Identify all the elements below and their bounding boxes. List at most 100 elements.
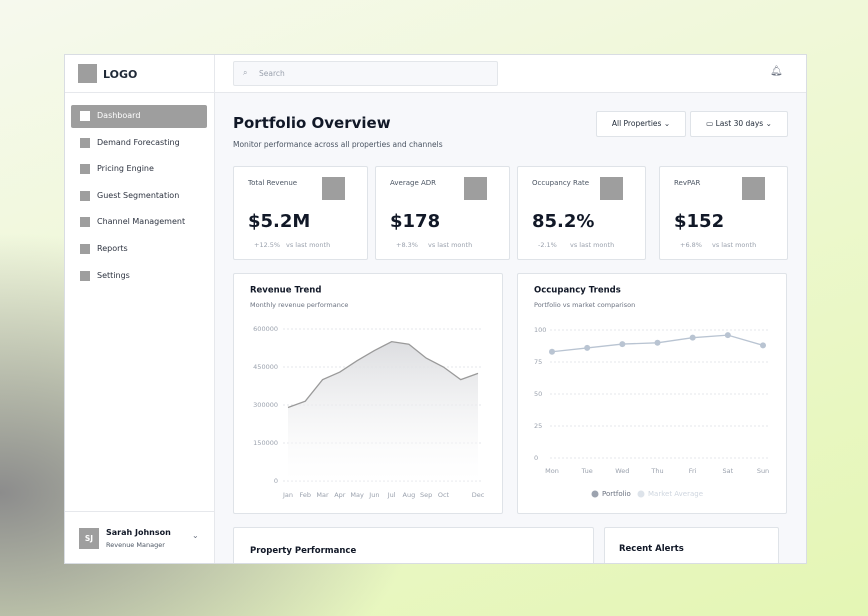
- area-fill: [288, 341, 478, 481]
- data-point: [619, 341, 626, 348]
- legend-swatch: [591, 490, 599, 498]
- logo-mark: [78, 64, 97, 83]
- x-tick-label: Mon: [545, 467, 559, 475]
- kpi-icon: [464, 177, 487, 200]
- nav-item[interactable]: Channel Management: [71, 211, 207, 234]
- y-tick-label: 75: [534, 358, 542, 366]
- y-tick-label: 0: [274, 477, 278, 485]
- divider: [65, 92, 214, 93]
- y-tick-label: 100: [534, 326, 546, 334]
- kpi-change: +8.3%: [396, 241, 418, 249]
- data-point: [654, 339, 661, 346]
- data-point: [584, 344, 591, 351]
- kpi-comparison: vs last month: [286, 241, 331, 249]
- nav-item[interactable]: Dashboard: [71, 105, 207, 128]
- chart-subtitle: Monthly revenue performance: [250, 301, 348, 309]
- x-tick-label: Tue: [581, 467, 593, 475]
- legend-label: Portfolio: [602, 490, 631, 498]
- y-tick-label: 150000: [253, 439, 278, 447]
- nav-label: Demand Forecasting: [97, 137, 180, 147]
- filter-label: Last 30 days: [715, 119, 764, 128]
- kpi-value: 85.2%: [532, 211, 595, 232]
- nav-label: Guest Segmentation: [97, 190, 180, 200]
- x-tick-label: Oct: [438, 491, 450, 499]
- x-tick-label: Sun: [757, 467, 769, 475]
- search-box[interactable]: ⌕ Search: [233, 61, 498, 86]
- kpi-icon: [600, 177, 623, 200]
- nav-label: Pricing Engine: [97, 164, 154, 174]
- x-tick-label: Wed: [615, 467, 629, 475]
- kpi-icon: [322, 177, 345, 200]
- kpi-value: $152: [674, 211, 725, 232]
- user-menu-chevron[interactable]: ⌄: [192, 531, 199, 540]
- kpi-label: Average ADR: [390, 179, 437, 187]
- y-tick-label: 25: [534, 422, 542, 430]
- filter-properties[interactable]: All Properties ⌄: [596, 111, 686, 137]
- avatar: SJ: [79, 528, 99, 549]
- kpi-value: $5.2M: [248, 211, 311, 232]
- filter-date[interactable]: ▭ Last 30 days ⌄: [690, 111, 788, 137]
- kpi-label: Total Revenue: [248, 179, 298, 187]
- page-subtitle: Monitor performance across all propertie…: [233, 140, 443, 149]
- y-tick-label: 450000: [253, 363, 278, 371]
- user-role: Revenue Manager: [106, 541, 165, 549]
- x-tick-label: Jan: [282, 491, 293, 499]
- data-point: [689, 334, 696, 341]
- x-tick-label: May: [350, 491, 364, 499]
- x-tick-label: Jun: [368, 491, 379, 499]
- x-tick-label: Jul: [387, 491, 396, 499]
- x-tick-label: Aug: [403, 491, 416, 499]
- x-tick-label: Apr: [334, 491, 346, 499]
- y-tick-label: 600000: [253, 325, 278, 333]
- data-point: [760, 342, 766, 349]
- kpi-value: $178: [390, 211, 441, 232]
- x-tick-label: Fri: [689, 467, 697, 475]
- data-point: [549, 348, 555, 355]
- topbar: ⌕ Search 🔔︎: [215, 55, 806, 93]
- section-title: Property Performance: [250, 546, 357, 556]
- kpi-card: Occupancy Rate 85.2% -2.1% vs last month: [517, 166, 646, 260]
- user-name: Sarah Johnson: [106, 528, 171, 537]
- nav-item[interactable]: Pricing Engine: [71, 158, 207, 181]
- x-tick-label: Dec: [472, 491, 485, 499]
- logo: LOGO: [103, 68, 138, 81]
- section-title: Recent Alerts: [619, 544, 684, 554]
- kpi-label: RevPAR: [674, 179, 701, 187]
- alerts-card: Recent Alerts: [604, 527, 779, 563]
- x-tick-label: Feb: [300, 491, 312, 499]
- kpi-change: -2.1%: [538, 241, 557, 249]
- nav-item[interactable]: Settings: [71, 265, 207, 288]
- kpi-comparison: vs last month: [570, 241, 615, 249]
- nav-label: Dashboard: [97, 111, 141, 120]
- kpi-change: +12.5%: [254, 241, 281, 249]
- kpi-card: Total Revenue $5.2M +12.5% vs last month: [233, 166, 368, 260]
- legend-swatch: [637, 490, 645, 498]
- x-tick-label: Sat: [722, 467, 733, 475]
- x-tick-label: Sep: [420, 491, 432, 499]
- kpi-card: Average ADR $178 +8.3% vs last month: [375, 166, 510, 260]
- nav-item[interactable]: Guest Segmentation: [71, 185, 207, 208]
- property-performance-card: Property Performance: [233, 527, 594, 563]
- x-tick-label: Thu: [650, 467, 663, 475]
- y-tick-label: 0: [534, 454, 538, 462]
- notifications[interactable]: 🔔︎: [770, 66, 783, 77]
- nav-item[interactable]: Demand Forecasting: [71, 132, 207, 155]
- chart-subtitle: Portfolio vs market comparison: [534, 301, 635, 309]
- kpi-icon: [742, 177, 765, 200]
- chart-title: Occupancy Trends: [534, 286, 621, 296]
- y-tick-label: 50: [534, 390, 542, 398]
- kpi-label: Occupancy Rate: [532, 179, 590, 187]
- data-point: [724, 332, 731, 339]
- kpi-card: RevPAR $152 +6.8% vs last month: [659, 166, 788, 260]
- page-title: Portfolio Overview: [233, 114, 391, 132]
- nav-label: Channel Management: [97, 217, 186, 227]
- kpi-change: +6.8%: [680, 241, 702, 249]
- revenue-line: [287, 340, 479, 409]
- y-tick-label: 300000: [253, 401, 278, 409]
- nav-label: Reports: [97, 244, 128, 253]
- filter-label: All Properties: [611, 119, 662, 128]
- nav-item[interactable]: Reports: [71, 238, 207, 261]
- x-tick-label: Mar: [316, 491, 329, 499]
